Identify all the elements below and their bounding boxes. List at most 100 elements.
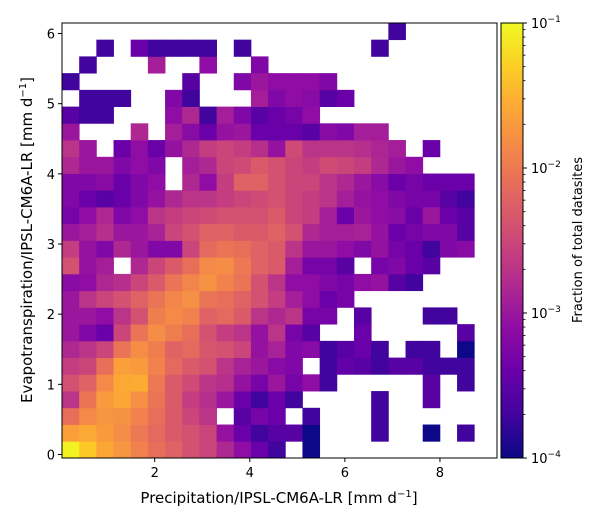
heatmap-cell: [250, 173, 269, 191]
colorbar-tick-label: 10−1: [531, 15, 561, 32]
heatmap-cell: [439, 357, 458, 375]
heatmap-cell: [233, 240, 252, 258]
heatmap-cell: [199, 156, 217, 174]
heatmap-cell: [113, 307, 132, 325]
heatmap-cell: [285, 190, 303, 208]
heatmap-cell: [62, 273, 80, 292]
heatmap-cell: [96, 39, 114, 57]
heatmap-cell: [199, 307, 217, 325]
heatmap-cell: [268, 307, 286, 325]
heatmap-cell: [130, 391, 149, 409]
heatmap-cell: [233, 441, 252, 458]
heatmap-cell: [79, 106, 97, 124]
heatmap-cell: [422, 424, 441, 442]
heatmap-cell: [79, 140, 97, 158]
heatmap-cell: [96, 307, 114, 325]
heatmap-cell: [199, 374, 217, 392]
heatmap-cell: [96, 207, 114, 225]
heatmap-cell: [319, 257, 338, 275]
heatmap-cell: [182, 374, 200, 392]
heatmap-cell: [457, 207, 475, 225]
y-tick-label: 4: [47, 168, 55, 183]
heatmap-cell: [199, 56, 217, 74]
heatmap-cell: [216, 374, 235, 392]
heatmap-cell: [422, 190, 441, 208]
heatmap-cell: [96, 257, 114, 275]
heatmap-cell: [62, 391, 80, 409]
heatmap-cell: [182, 357, 200, 375]
heatmap-cell: [457, 324, 475, 342]
heatmap-cell: [268, 357, 286, 375]
heatmap-cell: [199, 257, 217, 275]
heatmap-cell: [388, 156, 406, 174]
heatmap-cell: [302, 441, 321, 458]
heatmap-cell: [285, 391, 303, 409]
heatmap-cell: [182, 340, 200, 358]
heatmap-cell: [62, 140, 80, 158]
heatmap-cell: [457, 374, 475, 392]
heatmap-cell: [62, 190, 80, 208]
heatmap-cell: [405, 190, 424, 208]
heatmap-cell: [268, 340, 286, 358]
heatmap-cell: [250, 290, 269, 308]
heatmap-cell: [182, 273, 200, 292]
heatmap-cell: [79, 273, 97, 292]
heatmap-cell: [371, 156, 389, 174]
heatmap-cell: [439, 207, 458, 225]
heatmap-cell: [302, 273, 321, 292]
heatmap-cell: [336, 357, 355, 375]
heatmap-cell: [233, 424, 252, 442]
heatmap-cell: [285, 106, 303, 124]
heatmap-cell: [113, 357, 132, 375]
heatmap-cells: [62, 23, 475, 458]
heatmap-cell: [96, 106, 114, 124]
heatmap-cell: [165, 391, 183, 409]
heatmap-cell: [199, 391, 217, 409]
heatmap-cell: [62, 257, 80, 275]
heatmap-cell: [354, 123, 372, 141]
y-tick-label: 6: [47, 28, 55, 43]
heatmap-cell: [165, 374, 183, 392]
y-axis-ticks: 0 1 2 3 4 5 6: [47, 28, 62, 463]
heatmap-cell: [250, 106, 269, 124]
heatmap-cell: [96, 223, 114, 241]
heatmap-cell: [130, 273, 149, 292]
heatmap-cell: [199, 441, 217, 458]
heatmap-cell: [388, 357, 406, 375]
heatmap-cell: [457, 357, 475, 375]
heatmap-cell: [182, 73, 200, 91]
heatmap-cell: [62, 424, 80, 442]
x-axis-label: Precipitation/IPSL-CM6A-LR [mm d−1]: [140, 489, 417, 507]
heatmap-cell: [79, 441, 97, 458]
heatmap-cell: [147, 357, 166, 375]
heatmap-cell: [285, 73, 303, 91]
heatmap-cell: [302, 73, 321, 91]
heatmap-cell: [439, 240, 458, 258]
heatmap-cell: [62, 173, 80, 191]
heatmap-cell: [371, 140, 389, 158]
heatmap-cell: [233, 106, 252, 124]
heatmap-cell: [96, 407, 114, 425]
heatmap-cell: [354, 173, 372, 191]
heatmap-cell: [319, 223, 338, 241]
y-tick-label: 0: [47, 448, 55, 463]
heatmap-cell: [79, 223, 97, 241]
heatmap-cell: [216, 173, 235, 191]
heatmap-cell: [302, 190, 321, 208]
heatmap-cell: [113, 290, 132, 308]
heatmap-cell: [79, 324, 97, 342]
heatmap-cell: [268, 441, 286, 458]
heatmap-cell: [216, 340, 235, 358]
heatmap-cell: [285, 257, 303, 275]
heatmap-cell: [130, 407, 149, 425]
plot-frame: [61, 22, 498, 459]
heatmap-cell: [62, 324, 80, 342]
heatmap-cell: [319, 357, 338, 375]
heatmap-cell: [250, 123, 269, 141]
heatmap-cell: [422, 257, 441, 275]
heatmap-cell: [268, 207, 286, 225]
heatmap-cell: [285, 424, 303, 442]
heatmap-cell: [457, 340, 475, 358]
heatmap-cell: [79, 407, 97, 425]
heatmap-cell: [371, 273, 389, 292]
